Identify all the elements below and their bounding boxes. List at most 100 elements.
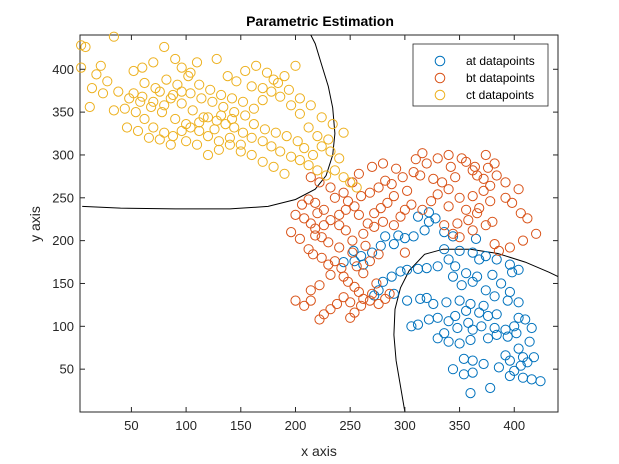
data-point bbox=[202, 131, 214, 142]
data-point bbox=[386, 179, 397, 190]
data-point bbox=[154, 134, 165, 145]
data-point bbox=[139, 113, 150, 125]
data-point bbox=[515, 360, 526, 371]
data-point bbox=[84, 101, 95, 113]
data-point bbox=[465, 388, 476, 399]
data-point bbox=[443, 201, 454, 212]
data-point bbox=[480, 220, 491, 231]
x-tick-label: 250 bbox=[339, 418, 361, 433]
data-point bbox=[316, 141, 327, 152]
y-tick-label: 100 bbox=[52, 319, 74, 334]
data-point bbox=[187, 105, 198, 116]
data-point bbox=[329, 256, 340, 267]
data-point bbox=[176, 62, 187, 73]
data-point bbox=[454, 192, 465, 203]
data-point bbox=[367, 161, 378, 172]
data-point bbox=[299, 213, 310, 224]
data-point bbox=[478, 358, 489, 370]
data-point bbox=[327, 119, 338, 130]
data-point bbox=[485, 180, 496, 191]
data-point bbox=[248, 103, 259, 114]
y-axis-ticks: 50 100 150 200 250 300 350 400 bbox=[52, 62, 558, 377]
data-point bbox=[235, 146, 246, 157]
data-point bbox=[323, 259, 334, 270]
data-point bbox=[450, 261, 461, 272]
data-point bbox=[369, 221, 380, 232]
data-point bbox=[296, 199, 308, 210]
data-point bbox=[447, 231, 459, 242]
data-point bbox=[279, 168, 290, 179]
data-point bbox=[318, 220, 329, 231]
data-point bbox=[426, 196, 437, 207]
data-point bbox=[161, 74, 172, 85]
data-point bbox=[480, 149, 491, 161]
data-point bbox=[323, 134, 334, 145]
data-point bbox=[421, 158, 432, 169]
data-point bbox=[143, 132, 154, 143]
data-point bbox=[266, 141, 277, 152]
data-point bbox=[325, 269, 336, 280]
data-point bbox=[364, 187, 375, 198]
data-point bbox=[432, 153, 443, 164]
data-point bbox=[294, 233, 305, 244]
data-point bbox=[358, 268, 369, 279]
data-point bbox=[272, 77, 284, 89]
data-point bbox=[170, 53, 181, 65]
data-point bbox=[461, 204, 472, 215]
data-point bbox=[397, 172, 408, 183]
data-point bbox=[257, 83, 268, 94]
data-point bbox=[338, 292, 349, 303]
data-point bbox=[305, 218, 316, 229]
data-point bbox=[474, 254, 485, 265]
data-point bbox=[360, 240, 371, 251]
data-point bbox=[329, 165, 340, 176]
data-point bbox=[226, 93, 238, 104]
data-point bbox=[474, 307, 485, 318]
data-point bbox=[487, 269, 498, 280]
data-point bbox=[240, 65, 251, 77]
data-point bbox=[393, 230, 404, 241]
data-point bbox=[316, 112, 327, 123]
data-point bbox=[108, 105, 120, 116]
data-point bbox=[399, 204, 410, 215]
data-point bbox=[358, 228, 369, 239]
data-point bbox=[108, 31, 120, 42]
data-point bbox=[323, 237, 334, 248]
data-point bbox=[154, 86, 165, 97]
data-point bbox=[181, 136, 192, 147]
data-point bbox=[428, 298, 439, 310]
data-point bbox=[454, 232, 465, 243]
data-point bbox=[128, 65, 139, 77]
data-point bbox=[443, 336, 454, 347]
legend-marker-ct bbox=[434, 89, 446, 101]
data-point bbox=[329, 192, 340, 203]
data-point bbox=[299, 143, 310, 154]
y-tick-label: 50 bbox=[60, 362, 74, 377]
data-point bbox=[246, 132, 257, 143]
data-point bbox=[470, 233, 482, 244]
data-point bbox=[338, 187, 349, 198]
legend: at datapoints bt datapoints ct datapoint… bbox=[412, 43, 549, 107]
data-point bbox=[447, 271, 459, 282]
data-point bbox=[522, 213, 533, 224]
data-point bbox=[423, 314, 434, 325]
data-point bbox=[165, 139, 176, 150]
data-point bbox=[399, 233, 410, 244]
data-point bbox=[472, 208, 483, 219]
data-point bbox=[146, 101, 157, 113]
data-point bbox=[176, 98, 187, 109]
data-point bbox=[353, 168, 364, 179]
data-point bbox=[467, 324, 478, 335]
x-tick-label: 400 bbox=[503, 418, 525, 433]
data-point bbox=[437, 177, 448, 188]
x-axis-label: x axis bbox=[301, 443, 337, 459]
data-point bbox=[156, 107, 168, 118]
data-point bbox=[351, 182, 362, 193]
data-point bbox=[478, 185, 489, 196]
data-point bbox=[467, 367, 478, 378]
data-point bbox=[191, 57, 203, 68]
data-point bbox=[371, 278, 382, 289]
data-point bbox=[491, 170, 502, 181]
data-point bbox=[139, 77, 150, 89]
data-point bbox=[500, 350, 511, 361]
